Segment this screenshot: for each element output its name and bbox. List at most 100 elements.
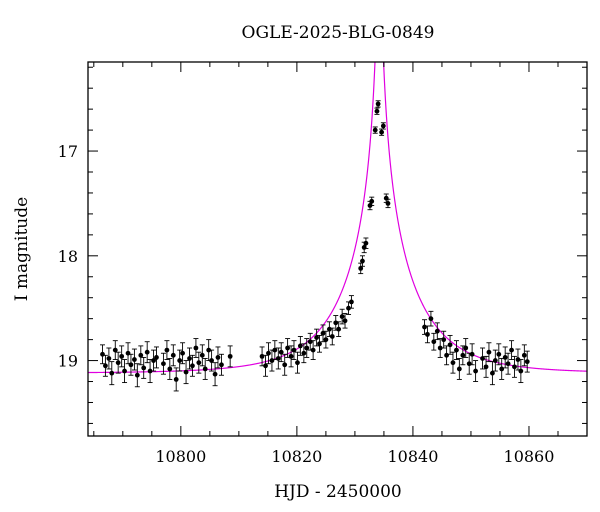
x-tick-label: 10800 xyxy=(155,447,206,466)
data-point xyxy=(320,324,326,343)
data-point xyxy=(138,345,144,366)
data-point xyxy=(463,338,469,358)
data-point xyxy=(288,345,294,368)
data-point xyxy=(218,353,224,376)
data-point xyxy=(278,342,284,363)
data-point xyxy=(269,349,275,372)
data-point xyxy=(375,100,381,108)
data-point xyxy=(346,301,352,315)
x-tick-label: 10860 xyxy=(504,447,555,466)
data-point xyxy=(336,321,342,337)
data-point xyxy=(275,347,281,370)
y-tick-label: 18 xyxy=(58,247,78,266)
data-point xyxy=(431,332,437,351)
data-point xyxy=(206,339,212,362)
plot-frame xyxy=(87,61,588,437)
data-point xyxy=(502,346,508,369)
data-point xyxy=(496,343,502,366)
data-point xyxy=(212,362,218,387)
data-point xyxy=(499,358,505,380)
data-point xyxy=(199,344,205,367)
data-point xyxy=(359,255,365,267)
data-point xyxy=(285,338,291,358)
data-point xyxy=(374,107,380,115)
data-point xyxy=(128,353,134,376)
data-point xyxy=(134,363,140,388)
data-point xyxy=(144,341,150,364)
data-point xyxy=(265,342,271,365)
data-point xyxy=(310,340,316,360)
data-point xyxy=(450,351,456,374)
y-tick-label: 19 xyxy=(58,352,78,371)
data-point xyxy=(456,358,462,380)
data-point xyxy=(122,359,128,384)
data-point xyxy=(323,330,329,349)
data-point xyxy=(193,338,199,358)
data-point xyxy=(329,327,335,346)
data-point xyxy=(180,342,186,365)
data-point xyxy=(441,330,447,349)
x-tick-label: 10840 xyxy=(387,447,438,466)
data-point xyxy=(469,343,475,366)
data-point xyxy=(358,262,364,275)
data-point xyxy=(187,347,193,370)
data-point xyxy=(422,319,428,335)
data-point xyxy=(160,352,166,375)
data-point xyxy=(301,343,307,364)
data-point xyxy=(291,340,297,360)
data-point xyxy=(466,352,472,375)
data-point xyxy=(102,354,108,377)
data-point xyxy=(372,126,378,134)
data-point xyxy=(196,351,202,374)
data-point xyxy=(447,334,453,355)
data-point xyxy=(189,354,195,377)
data-point xyxy=(521,344,527,367)
x-tick-label: 10820 xyxy=(271,447,322,466)
data-point xyxy=(170,344,176,367)
y-axis-label: I magnitude xyxy=(12,197,32,301)
model-curve-layer xyxy=(88,62,587,374)
data-point xyxy=(342,312,348,329)
data-point xyxy=(515,348,521,371)
data-point xyxy=(483,355,489,378)
data-point xyxy=(369,196,375,206)
data-point xyxy=(480,347,486,370)
data-point xyxy=(428,310,434,327)
data-point xyxy=(141,356,147,379)
data-point xyxy=(183,360,189,385)
data-point xyxy=(263,354,269,377)
data-point xyxy=(314,328,320,347)
data-point xyxy=(339,308,345,325)
data-point xyxy=(109,361,115,386)
x-axis-label: HJD - 2450000 xyxy=(274,482,402,502)
data-point xyxy=(473,360,479,382)
data-point xyxy=(119,345,125,368)
data-point xyxy=(282,353,288,376)
data-point xyxy=(509,340,515,360)
data-points-layer xyxy=(100,100,530,392)
data-point xyxy=(209,349,215,372)
data-point xyxy=(518,359,524,384)
data-point xyxy=(489,361,495,386)
data-point xyxy=(434,322,440,341)
data-point xyxy=(524,350,530,373)
data-point xyxy=(326,321,332,337)
data-point xyxy=(453,340,459,360)
data-point xyxy=(215,346,221,369)
data-point xyxy=(151,349,157,372)
data-point xyxy=(177,349,183,372)
data-point xyxy=(492,349,498,372)
x-tick-labels: 10800 10820 10840 10860 xyxy=(155,447,554,466)
data-point xyxy=(294,351,300,374)
data-point xyxy=(167,358,173,380)
data-point xyxy=(153,346,159,369)
data-point xyxy=(125,342,131,365)
data-point xyxy=(511,355,517,378)
data-point xyxy=(486,342,492,363)
data-point xyxy=(106,347,112,370)
data-point xyxy=(348,295,354,309)
data-point xyxy=(333,315,339,331)
chart-title: OGLE-2025-BLG-0849 xyxy=(242,23,435,43)
data-point xyxy=(505,352,511,375)
